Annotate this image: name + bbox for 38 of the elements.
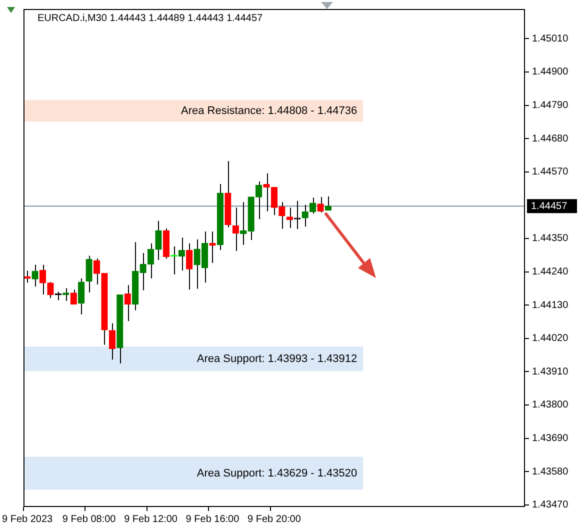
y-tick-label: 1.44900 (532, 66, 569, 78)
y-tick-label: 1.45010 (532, 33, 569, 44)
ref-line-label: 1.44457 (531, 200, 568, 212)
y-tick-label: 1.44130 (532, 300, 569, 311)
y-tick-label: 1.44680 (532, 133, 569, 144)
y-tick-label: 1.44240 (532, 266, 569, 278)
chart-title: EURCAD.i,M30 1.44443 1.44489 1.44443 1.44457 (37, 12, 264, 24)
x-tick-label: 9 Feb 12:00 (124, 514, 178, 525)
x-tick-label: 9 Feb 2023 (2, 514, 54, 525)
y-tick-label: 1.43470 (532, 500, 569, 511)
candlestick (70, 289, 77, 305)
y-tick-label: 1.43580 (532, 466, 569, 478)
candlestick (255, 181, 262, 220)
candlestick (78, 278, 85, 315)
y-tick-label: 1.43910 (532, 366, 569, 378)
candlestick (124, 284, 131, 322)
y-tick-label: 1.44020 (532, 333, 569, 344)
candlestick (209, 231, 216, 264)
y-tick-label: 1.44350 (532, 233, 569, 244)
y-tick-label: 1.44570 (532, 166, 569, 178)
candlestick (286, 207, 293, 229)
y-tick-label: 1.43690 (532, 433, 569, 444)
candlestick (86, 255, 92, 293)
candlestick (317, 196, 324, 213)
candlestick (178, 237, 185, 272)
candlestick (186, 242, 193, 290)
y-tick-label: 1.44790 (532, 100, 569, 112)
candlestick (108, 322, 116, 360)
candlestick (32, 264, 38, 288)
x-tick-label: 9 Feb 20:00 (248, 514, 302, 525)
band-label: Area Support: 1.43993 - 1.43912 (196, 352, 358, 365)
band-label: Area Resistance: 1.44808 - 1.44736 (180, 104, 358, 117)
candlestick (39, 264, 46, 295)
band-label: Area Support: 1.43629 - 1.43520 (196, 467, 358, 480)
candlestick (232, 207, 239, 252)
x-tick-label: 9 Feb 08:00 (62, 514, 116, 525)
y-tick-label: 1.43800 (532, 400, 569, 411)
x-tick-label: 9 Feb 16:00 (186, 514, 240, 525)
